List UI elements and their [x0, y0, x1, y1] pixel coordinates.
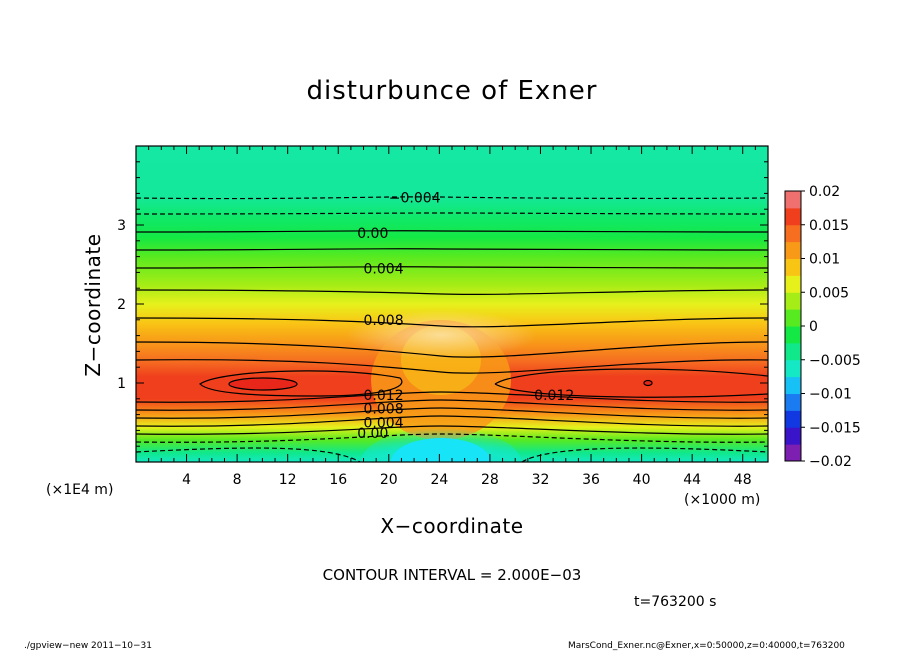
colorbar-segment: [785, 326, 801, 344]
contour-labels: −0.0040.000.0040.0080.0120.0080.0040.000…: [357, 190, 574, 442]
y-tick-label: 3: [117, 218, 126, 234]
contour-label: −0.004: [389, 190, 441, 206]
y-tick-label: 1: [117, 376, 126, 392]
colorbar-segment: [785, 292, 801, 310]
x-axis-label: X−coordinate: [380, 514, 524, 538]
footer-source: MarsCond_Exner.nc@Exner,x=0:50000,z=0:40…: [568, 641, 845, 651]
time-label: t=763200 s: [634, 594, 717, 610]
colorbar-tick-label: 0.02: [809, 184, 840, 200]
contour-label: 0.004: [364, 261, 404, 277]
colorbar-segment: [785, 393, 801, 411]
contour-label: 0.008: [364, 401, 404, 417]
x-tick-label: 36: [582, 472, 600, 488]
footer-command: ./gpview−new 2011−10−31: [24, 641, 152, 651]
colorbar-segment: [785, 207, 801, 226]
colorbar: 0.02 0.015 0.01 0.005 0 −0.005 −0.01 −0.015 −0.0…: [784, 184, 861, 470]
colorbar-tick-label: 0: [809, 319, 818, 335]
x-tick-label: 16: [329, 472, 347, 488]
y-axis-label: Z−coordinate: [81, 233, 105, 377]
y-axis-unit: (×1E4 m): [46, 482, 114, 498]
colorbar-segment: [785, 241, 801, 259]
x-tick-label: 12: [279, 472, 297, 488]
colorbar-segment: [785, 275, 801, 293]
colorbar-tick-label: −0.01: [809, 387, 852, 403]
colorbar-tick-label: 0.015: [809, 218, 849, 234]
colorbar-tick-label: −0.015: [809, 420, 861, 436]
x-tick-label: 40: [633, 472, 651, 488]
contour-label: 0.008: [364, 313, 404, 329]
colorbar-segment: [785, 444, 801, 462]
contour-label: 0.00: [357, 226, 388, 242]
colorbar-tick-label: 0.01: [809, 252, 840, 268]
contour-lines: [136, 196, 768, 462]
x-tick-label: 44: [683, 472, 701, 488]
x-tick-label: 32: [532, 472, 550, 488]
x-tick-label: 20: [380, 472, 398, 488]
colorbar-segment: [785, 376, 801, 394]
y-tick-label: 2: [117, 297, 126, 313]
x-tick-label: 24: [430, 472, 448, 488]
contour-label: 0.012: [364, 388, 404, 404]
contour-interval-note: CONTOUR INTERVAL = 2.000E−03: [322, 566, 582, 584]
colorbar-tick-label: 0.005: [809, 285, 849, 301]
contour-label: 0.012: [534, 388, 574, 404]
x-tick-label: 8: [233, 472, 242, 488]
contour-label: 0.00: [357, 426, 388, 442]
chart-title: disturbunce of Exner: [306, 76, 598, 106]
colorbar-tick-label: −0.02: [809, 454, 852, 470]
colorbar-segment: [785, 309, 801, 327]
x-tick-label: 48: [734, 472, 752, 488]
x-tick-label: 28: [481, 472, 499, 488]
colorbar-segment: [785, 359, 801, 378]
colorbar-segment: [785, 224, 801, 243]
colorbar-segment: [785, 258, 801, 276]
x-tick-label: 4: [182, 472, 191, 488]
colorbar-tick-label: −0.005: [809, 353, 861, 369]
colorbar-segment: [785, 410, 801, 428]
colorbar-segment: [785, 191, 801, 209]
x-axis-unit: (×1000 m): [684, 492, 761, 508]
colorbar-segment: [785, 342, 801, 361]
contour-label: 0.004: [364, 416, 404, 432]
colorbar-segment: [785, 427, 801, 445]
